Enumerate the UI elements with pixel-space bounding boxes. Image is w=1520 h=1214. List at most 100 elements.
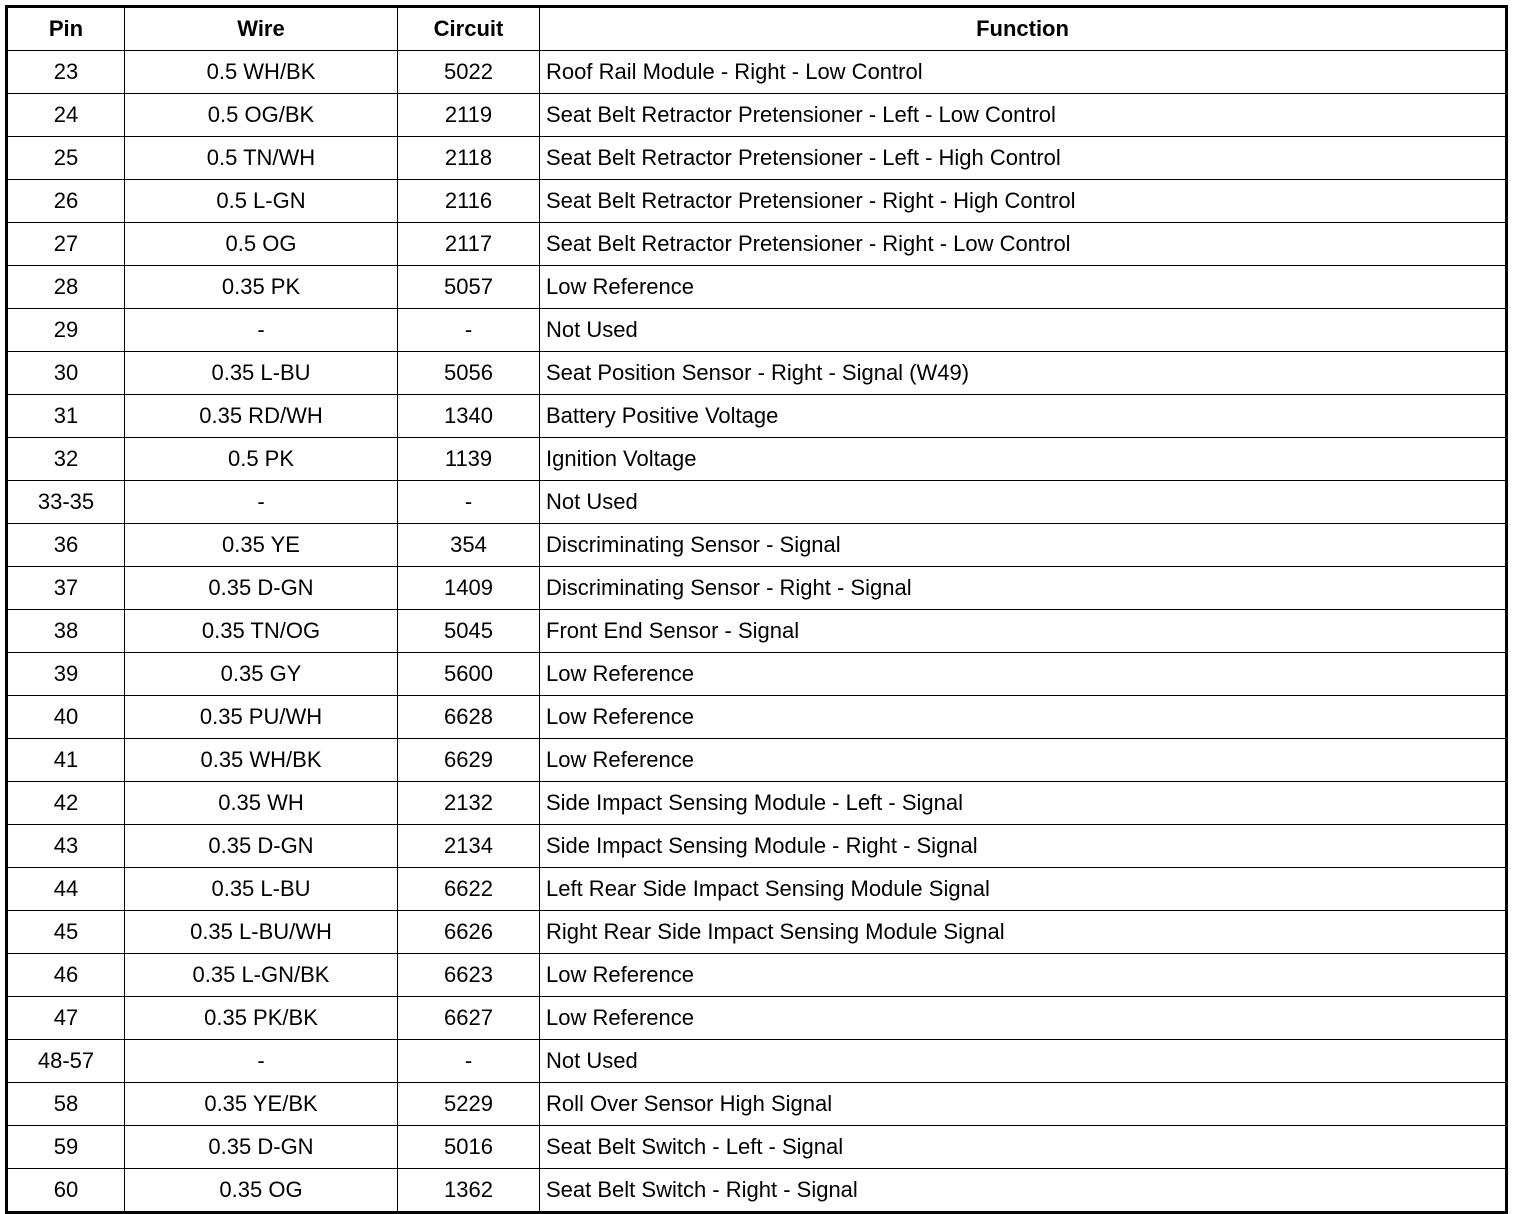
cell-pin: 27 xyxy=(6,222,125,266)
cell-wire: 0.35 PK/BK xyxy=(124,996,398,1040)
cell-circuit: 2117 xyxy=(397,222,540,266)
cell-pin: 33-35 xyxy=(6,480,125,524)
cell-function: Seat Belt Retractor Pretensioner - Right… xyxy=(539,179,1507,223)
table-row: 29- - Not Used xyxy=(6,308,1507,352)
cell-pin: 28 xyxy=(6,265,125,309)
cell-wire: 0.35 L-GN/BK xyxy=(124,953,398,997)
cell-function: Seat Position Sensor - Right - Signal (W… xyxy=(539,351,1507,395)
header-wire: Wire xyxy=(124,6,398,51)
cell-wire: 0.35 PK xyxy=(124,265,398,309)
cell-function: Low Reference xyxy=(539,652,1507,696)
cell-circuit: 2116 xyxy=(397,179,540,223)
table-row: 39 0.35 GY 5600 Low Reference xyxy=(6,652,1507,696)
cell-wire: 0.5 WH/BK xyxy=(124,50,398,94)
cell-wire: 0.5 L-GN xyxy=(124,179,398,223)
cell-pin: 48-57 xyxy=(6,1039,125,1083)
cell-function: Seat Belt Retractor Pretensioner - Right… xyxy=(539,222,1507,266)
table-row: 25 0.5 TN/WH 2118 Seat Belt Retractor Prete… xyxy=(6,136,1507,180)
cell-function: Discriminating Sensor - Right - Signal xyxy=(539,566,1507,610)
table-row: 38 0.35 TN/OG 5045 Front End Sensor - Signa… xyxy=(6,609,1507,653)
cell-pin: 42 xyxy=(6,781,125,825)
cell-circuit: 5016 xyxy=(397,1125,540,1169)
cell-pin: 36 xyxy=(6,523,125,567)
table-row: 36 0.35 YE 354 Discriminating Sensor - Sign… xyxy=(6,523,1507,567)
cell-function: Roof Rail Module - Right - Low Control xyxy=(539,50,1507,94)
cell-wire: 0.35 YE/BK xyxy=(124,1082,398,1126)
cell-circuit: 5229 xyxy=(397,1082,540,1126)
table-row: 40 0.35 PU/WH 6628 Low Reference xyxy=(6,695,1507,739)
cell-pin: 41 xyxy=(6,738,125,782)
table-row: 37 0.35 D-GN 1409 Discriminating Sensor - R… xyxy=(6,566,1507,610)
cell-function: Seat Belt Retractor Pretensioner - Left … xyxy=(539,136,1507,180)
cell-pin: 44 xyxy=(6,867,125,911)
cell-function: Not Used xyxy=(539,308,1507,352)
cell-function: Front End Sensor - Signal xyxy=(539,609,1507,653)
cell-pin: 30 xyxy=(6,351,125,395)
table-row: 60 0.35 OG 1362 Seat Belt Switch - Right - … xyxy=(6,1168,1507,1213)
cell-function: Right Rear Side Impact Sensing Module Si… xyxy=(539,910,1507,954)
cell-circuit: 6627 xyxy=(397,996,540,1040)
table-row: 42 0.35 WH 2132 Side Impact Sensing Module … xyxy=(6,781,1507,825)
header-function: Function xyxy=(539,6,1507,51)
cell-function: Low Reference xyxy=(539,953,1507,997)
cell-pin: 43 xyxy=(6,824,125,868)
cell-wire: 0.35 WH xyxy=(124,781,398,825)
cell-function: Not Used xyxy=(539,480,1507,524)
table-row: 46 0.35 L-GN/BK 6623 Low Reference xyxy=(6,953,1507,997)
cell-circuit: 5056 xyxy=(397,351,540,395)
header-circuit: Circuit xyxy=(397,6,540,51)
cell-circuit: - xyxy=(397,1039,540,1083)
table-row: 31 0.35 RD/WH 1340 Battery Positive Voltage xyxy=(6,394,1507,438)
cell-circuit: 2134 xyxy=(397,824,540,868)
header-pin: Pin xyxy=(6,6,125,51)
cell-pin: 23 xyxy=(6,50,125,94)
cell-wire: 0.35 PU/WH xyxy=(124,695,398,739)
cell-circuit: - xyxy=(397,308,540,352)
table-row: 58 0.35 YE/BK 5229 Roll Over Sensor High Si… xyxy=(6,1082,1507,1126)
cell-function: Low Reference xyxy=(539,265,1507,309)
table-row: 33-35- - Not Used xyxy=(6,480,1507,524)
table-row: 24 0.5 OG/BK 2119 Seat Belt Retractor Prete… xyxy=(6,93,1507,137)
cell-pin: 46 xyxy=(6,953,125,997)
table-row: 47 0.35 PK/BK 6627 Low Reference xyxy=(6,996,1507,1040)
cell-wire: - xyxy=(124,480,398,524)
cell-wire: 0.5 PK xyxy=(124,437,398,481)
cell-pin: 39 xyxy=(6,652,125,696)
cell-pin: 32 xyxy=(6,437,125,481)
cell-function: Low Reference xyxy=(539,695,1507,739)
cell-wire: 0.35 D-GN xyxy=(124,824,398,868)
cell-wire: - xyxy=(124,1039,398,1083)
cell-circuit: 6622 xyxy=(397,867,540,911)
cell-wire: 0.35 L-BU xyxy=(124,867,398,911)
cell-circuit: 5045 xyxy=(397,609,540,653)
cell-circuit: 1409 xyxy=(397,566,540,610)
cell-pin: 45 xyxy=(6,910,125,954)
cell-pin: 29 xyxy=(6,308,125,352)
cell-pin: 31 xyxy=(6,394,125,438)
cell-function: Low Reference xyxy=(539,996,1507,1040)
cell-circuit: 5057 xyxy=(397,265,540,309)
cell-pin: 24 xyxy=(6,93,125,137)
cell-wire: 0.35 RD/WH xyxy=(124,394,398,438)
cell-circuit: 2119 xyxy=(397,93,540,137)
cell-function: Not Used xyxy=(539,1039,1507,1083)
table-row: 23 0.5 WH/BK 5022 Roof Rail Module - Right … xyxy=(6,50,1507,94)
cell-circuit: 6623 xyxy=(397,953,540,997)
cell-pin: 25 xyxy=(6,136,125,180)
cell-pin: 37 xyxy=(6,566,125,610)
cell-circuit: 6629 xyxy=(397,738,540,782)
table-row: 30 0.35 L-BU 5056 Seat Position Sensor - Ri… xyxy=(6,351,1507,395)
cell-pin: 59 xyxy=(6,1125,125,1169)
cell-function: Seat Belt Switch - Right - Signal xyxy=(539,1168,1507,1213)
table-row: 26 0.5 L-GN 2116 Seat Belt Retractor Preten… xyxy=(6,179,1507,223)
table-row: 48-57- - Not Used xyxy=(6,1039,1507,1083)
cell-pin: 38 xyxy=(6,609,125,653)
cell-function: Seat Belt Retractor Pretensioner - Left … xyxy=(539,93,1507,137)
cell-pin: 58 xyxy=(6,1082,125,1126)
cell-wire: 0.5 OG xyxy=(124,222,398,266)
cell-circuit: 5022 xyxy=(397,50,540,94)
cell-circuit: 6628 xyxy=(397,695,540,739)
cell-wire: 0.35 L-BU xyxy=(124,351,398,395)
cell-wire: 0.35 D-GN xyxy=(124,1125,398,1169)
cell-function: Left Rear Side Impact Sensing Module Sig… xyxy=(539,867,1507,911)
